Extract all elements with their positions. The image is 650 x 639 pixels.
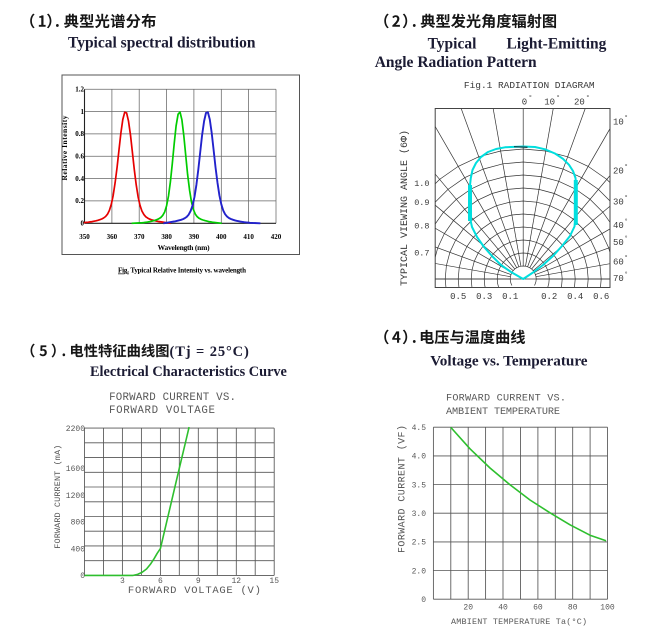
svg-text:15: 15 (269, 577, 279, 586)
svg-text:Relative Intensity: Relative Intensity (60, 115, 69, 180)
svg-text:100: 100 (600, 604, 615, 613)
svg-text:0: 0 (81, 220, 85, 228)
svg-text:390: 390 (189, 233, 200, 241)
svg-text:1: 1 (81, 108, 85, 116)
svg-text:°: ° (624, 254, 628, 263)
svg-text:20: 20 (463, 604, 473, 613)
svg-text:°: ° (624, 218, 628, 227)
svg-text:°: ° (556, 94, 560, 103)
svg-text:4.0: 4.0 (412, 453, 427, 462)
svg-text:0.7: 0.7 (414, 248, 429, 258)
svg-text:(Tj = 25°C): (Tj = 25°C) (170, 344, 250, 360)
svg-text:40: 40 (613, 221, 624, 231)
svg-text:Typical: Typical (428, 35, 477, 52)
svg-text:AMBIENT TEMPERATURE Ta(°C): AMBIENT TEMPERATURE Ta(°C) (451, 617, 587, 627)
svg-text:Light-Emitting: Light-Emitting (507, 35, 607, 52)
svg-text:800: 800 (71, 519, 86, 528)
svg-text:FORWARD CURRENT VS.: FORWARD CURRENT VS. (109, 392, 236, 404)
svg-text:10: 10 (613, 117, 624, 127)
svg-text:0.4: 0.4 (567, 292, 583, 302)
svg-text:0.1: 0.1 (502, 292, 518, 302)
svg-text:420: 420 (271, 233, 282, 241)
svg-text:1.0: 1.0 (414, 179, 429, 189)
svg-text:°: ° (624, 271, 628, 280)
svg-text:0.8: 0.8 (75, 130, 84, 138)
svg-text:20: 20 (613, 166, 624, 176)
svg-text:1600: 1600 (66, 465, 85, 474)
svg-text:20: 20 (574, 98, 585, 108)
svg-text:0: 0 (80, 572, 85, 581)
svg-text:10: 10 (544, 98, 555, 108)
svg-text:60: 60 (533, 604, 543, 613)
svg-text:410: 410 (243, 233, 254, 241)
svg-text:0.4: 0.4 (75, 175, 84, 183)
svg-text:°: ° (624, 114, 628, 123)
svg-text:80: 80 (568, 604, 578, 613)
svg-text:°: ° (624, 163, 628, 172)
svg-text:AMBIENT TEMPERATURE: AMBIENT TEMPERATURE (446, 407, 560, 418)
svg-text:0: 0 (522, 98, 527, 108)
svg-text:0: 0 (421, 596, 426, 605)
svg-text:FORWARD VOLTAGE (V): FORWARD VOLTAGE (V) (128, 585, 261, 597)
svg-text:°: ° (528, 94, 532, 103)
svg-text:0.9: 0.9 (414, 198, 429, 208)
svg-text:400: 400 (216, 233, 227, 241)
svg-text:Wavelength (nm): Wavelength (nm) (158, 243, 211, 252)
svg-text:50: 50 (613, 238, 624, 248)
svg-text:Voltage vs. Temperature: Voltage vs. Temperature (430, 353, 588, 370)
svg-text:30: 30 (613, 198, 624, 208)
svg-text:370: 370 (134, 233, 145, 241)
svg-text:360: 360 (107, 233, 118, 241)
svg-text:380: 380 (161, 233, 172, 241)
svg-text:0.6: 0.6 (75, 153, 84, 161)
svg-text:°: ° (586, 94, 590, 103)
svg-text:1200: 1200 (66, 492, 85, 501)
svg-text:0.2: 0.2 (541, 292, 557, 302)
svg-text:40: 40 (498, 604, 508, 613)
svg-text:FORWARD CURRENT VS.: FORWARD CURRENT VS. (446, 394, 566, 405)
svg-text:°: ° (624, 235, 628, 244)
svg-text:0.8: 0.8 (414, 222, 429, 232)
svg-text:3.0: 3.0 (412, 510, 427, 519)
svg-text:350: 350 (79, 233, 90, 241)
svg-text:2.0: 2.0 (412, 567, 427, 576)
svg-text:70: 70 (613, 274, 624, 284)
svg-text:1.2: 1.2 (75, 86, 84, 94)
svg-text:Fig. Typical Relative Intensit: Fig. Typical Relative Intensity vs. wave… (118, 267, 246, 275)
svg-text:FORWARD CURRENT (mA): FORWARD CURRENT (mA) (53, 445, 63, 549)
svg-text:0.2: 0.2 (75, 197, 84, 205)
svg-text:3.5: 3.5 (412, 481, 427, 490)
svg-text:2.5: 2.5 (412, 539, 427, 548)
svg-text:FORWARD VOLTAGE: FORWARD VOLTAGE (109, 405, 215, 417)
svg-text:0.6: 0.6 (593, 292, 609, 302)
svg-text:400: 400 (71, 545, 86, 554)
svg-text:Typical spectral distribution: Typical spectral distribution (68, 35, 256, 52)
svg-text:FORWARD CURRENT (VF): FORWARD CURRENT (VF) (397, 425, 409, 553)
svg-text:2200: 2200 (66, 425, 85, 434)
svg-text:0.3: 0.3 (476, 292, 492, 302)
svg-text:Fig.1 RADIATION DIAGRAM: Fig.1 RADIATION DIAGRAM (464, 80, 595, 91)
svg-text:60: 60 (613, 258, 624, 268)
svg-text:°: ° (624, 194, 628, 203)
svg-text:3: 3 (120, 577, 125, 586)
svg-text:Electrical Characteristics Cur: Electrical Characteristics Curve (90, 364, 287, 380)
svg-text:4.5: 4.5 (412, 424, 427, 433)
svg-text:TYPICAL VIEWING ANGLE (6Φ): TYPICAL VIEWING ANGLE (6Φ) (399, 130, 411, 286)
svg-text:Angle Radiation Pattern: Angle Radiation Pattern (375, 54, 537, 71)
svg-text:0.5: 0.5 (450, 292, 466, 302)
